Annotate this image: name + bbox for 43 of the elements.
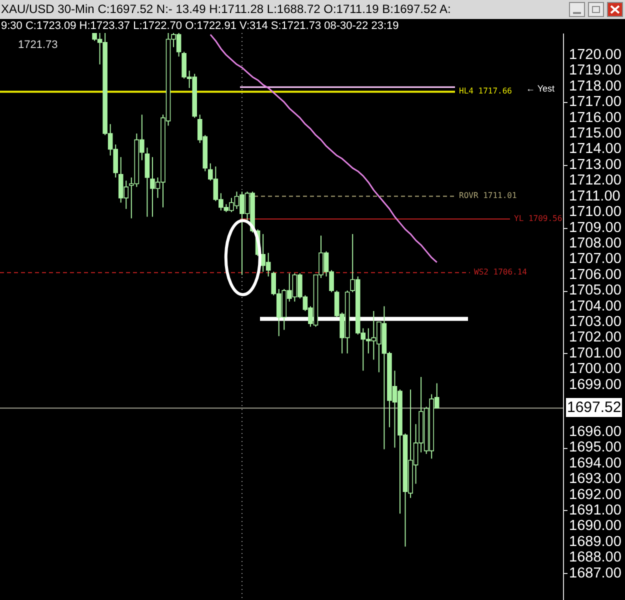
candlestick xyxy=(144,147,150,218)
y-tick-label: 1719.00 xyxy=(569,62,622,79)
y-tick-label: 1700.00 xyxy=(569,361,622,378)
y-tick-label: 1692.00 xyxy=(569,486,622,503)
y-tick-label: 1714.00 xyxy=(569,141,622,158)
ref-line-label: HL4 1717.66 xyxy=(459,86,512,96)
y-tick-label: 1693.00 xyxy=(569,471,622,488)
y-tick-label: 1699.00 xyxy=(569,376,622,393)
annotation: ← Yest xyxy=(526,84,556,94)
y-tick-label: 1690.00 xyxy=(569,518,622,534)
y-tick-label: 1707.00 xyxy=(569,251,622,268)
y-tick-label: 1708.00 xyxy=(569,235,622,252)
y-tick-label: 1718.00 xyxy=(569,78,622,94)
y-tick-label: 1720.00 xyxy=(569,46,622,63)
y-tick-label: 1689.00 xyxy=(569,534,622,550)
y-tick-label: 1702.00 xyxy=(569,330,622,346)
y-tick-label: 1703.00 xyxy=(569,314,622,330)
y-tick-label: 1717.00 xyxy=(569,94,622,110)
y-tick-label: 1701.00 xyxy=(569,345,622,362)
y-tick-label: 1691.00 xyxy=(569,502,622,518)
ref-line-label: 1697.52 xyxy=(566,398,622,418)
ref-line-label: YL 1709.56 xyxy=(514,214,562,223)
y-tick-label: 1712.00 xyxy=(569,172,622,189)
y-tick-label: 1715.00 xyxy=(569,126,622,142)
y-tick-label: 1704.00 xyxy=(569,298,622,314)
y-tick-label: 1710.00 xyxy=(569,204,622,220)
chart-subtitle: 9:30 C:1723.09 H:1723.37 L:1722.70 O:1722.91 V:314 S:1721.73 08-30-22 23:19 xyxy=(0,19,400,33)
y-tick-label: 1696.00 xyxy=(569,424,622,440)
y-tick-label: 1716.00 xyxy=(569,110,622,126)
y-tick-label: 1713.00 xyxy=(569,156,622,173)
annotation: 1721.73 xyxy=(18,39,58,51)
y-tick-label: 1687.00 xyxy=(569,565,622,582)
y-tick-label: 1706.00 xyxy=(569,266,622,283)
ref-line-label: ROVR 1711.01 xyxy=(459,191,517,200)
y-tick-label: 1705.00 xyxy=(569,282,622,299)
ref-line-label: WS2 1706.14 xyxy=(474,268,528,277)
y-tick-label: 1711.00 xyxy=(569,188,620,204)
line-series xyxy=(210,34,438,264)
y-tick-label: 1695.00 xyxy=(569,440,622,456)
chart-title: XAU/USD 30-Min C:1697.52 N:- 13.49 H:1711.28 L:1688.72 O:1711.19 B:1697.52 A: xyxy=(1,2,451,16)
y-tick-label: 1688.00 xyxy=(569,550,622,566)
y-tick-label: 1694.00 xyxy=(569,455,622,472)
y-tick-label: 1709.00 xyxy=(569,220,622,236)
